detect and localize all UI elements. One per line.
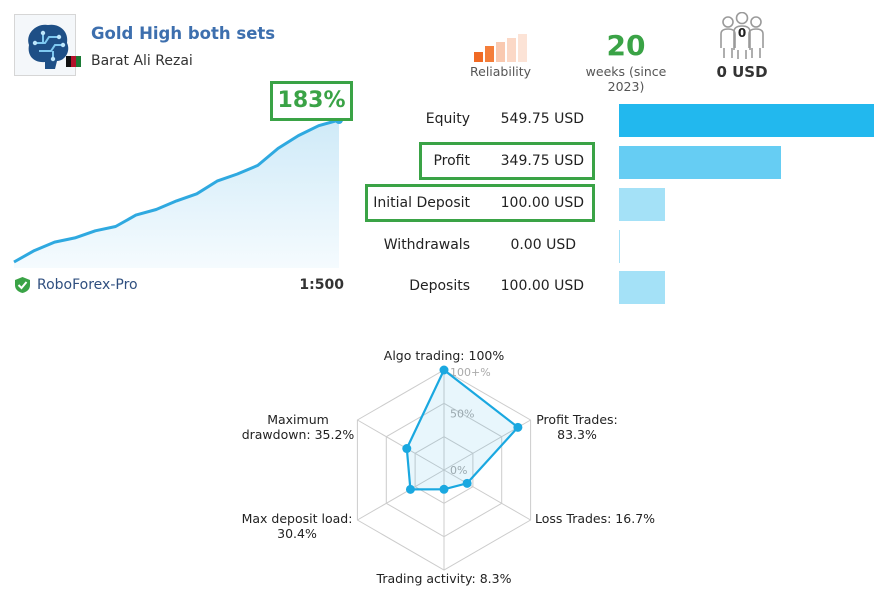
initial-deposit-label: Initial Deposit [373,195,470,211]
radar-data-point [439,365,449,375]
profit-value: 349.75 USD [500,153,584,169]
equity-bar [619,104,874,137]
author-name[interactable]: Barat Ali Rezai [91,53,193,69]
radar-axis-label: 83.3% [557,427,597,442]
brain-circuit-icon [15,15,75,75]
subscribers-funds: 0 USD [716,63,768,81]
country-flag-icon [66,56,81,67]
profit-highlight-box [419,142,595,180]
leverage: 1:500 [299,277,344,293]
signal-title[interactable]: Gold High both sets [91,24,276,43]
withdrawals-label: Withdrawals [383,237,470,253]
initial-deposit-value: 100.00 USD [500,195,584,211]
deposits-value: 100.00 USD [500,278,584,294]
withdrawals-value: 0.00 USD [510,237,576,253]
weeks-label: weeks (since 2023) [585,64,667,94]
radar-axis-label: Loss Trades: 16.7% [535,511,655,526]
reliability-bars-icon [474,34,527,62]
radar-data-point [405,484,415,494]
broker[interactable]: RoboForex-Pro [14,276,138,294]
deposits-bar [619,271,665,304]
reliability-label: Reliability [470,64,532,79]
radar-scale-label: 0% [450,464,467,477]
radar-chart[interactable]: 100+% 50% 0% Algo trading: 100% Profit Trade… [0,330,892,600]
growth-line [13,118,340,264]
equity-label: Equity [425,111,470,127]
radar-axis-label: Trading activity: 8.3% [376,571,512,586]
radar-axis-label: Maximum [267,412,329,427]
broker-name: RoboForex-Pro [37,277,138,293]
radar-axis-line [443,469,531,521]
subscribers-count: 0 [737,26,747,40]
radar-axis-line [357,469,445,521]
verified-shield-icon [15,277,30,293]
growth-chart[interactable] [12,112,347,268]
radar-axis-label: 30.4% [277,526,317,541]
profit-bar [619,146,781,179]
radar-data-point [402,444,412,454]
withdrawals-bar [619,230,620,263]
subscribers-icon [720,12,764,59]
growth-percentage: 183% [270,81,353,121]
radar-data-point [462,478,472,488]
equity-value: 549.75 USD [500,111,584,127]
signal-avatar[interactable] [14,14,76,76]
radar-axis-label: Algo trading: 100% [384,348,505,363]
profit-label: Profit [433,153,470,169]
radar-scale-label: 100+% [450,366,491,379]
radar-axis-label: Max deposit load: [242,511,353,526]
initial-deposit-bar [619,188,665,221]
deposits-label: Deposits [409,278,470,294]
radar-data-point [513,422,523,432]
weeks-value: 20 [606,29,646,62]
radar-data-point [439,484,449,494]
initial-deposit-highlight-box [365,184,595,222]
radar-scale-label: 50% [450,407,474,420]
radar-axis-line [357,419,445,471]
radar-axis-label: drawdown: 35.2% [242,427,355,442]
radar-axis-label: Profit Trades: [536,412,618,427]
